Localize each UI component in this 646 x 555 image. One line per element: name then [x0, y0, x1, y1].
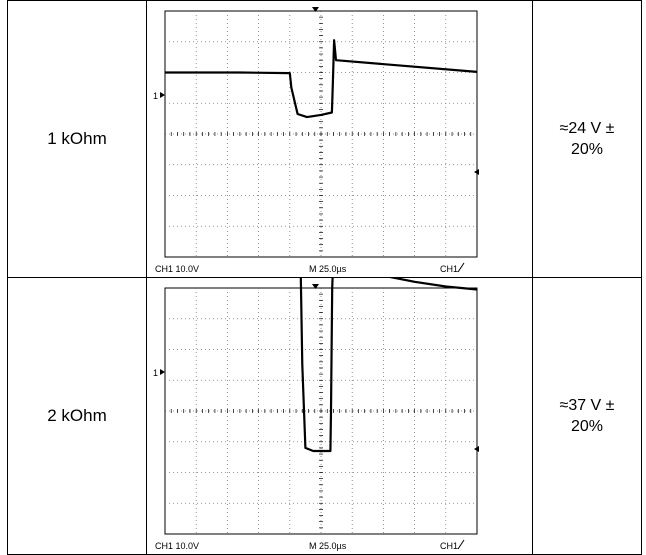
- oscilloscope-screen: 1 CH1 10.0V M 25.0µs CH1: [153, 278, 479, 551]
- trigger-slope-icon: [457, 262, 465, 273]
- voltage-cell: ≈24 V ± 20%: [532, 0, 642, 278]
- voltage-tolerance: 20%: [570, 141, 604, 158]
- resistance-cell: 1 kOhm: [7, 0, 147, 278]
- trigger-slope-icon: [457, 539, 465, 550]
- oscilloscope-screen: 1 CH1 10.0V M 25.0µs CH1: [153, 7, 479, 274]
- resistance-label: 2 kOhm: [47, 406, 107, 425]
- timebase-label: M 25.0µs: [309, 264, 347, 274]
- table-row: 1 kOhm 1 CH1 10.0V M 25.0µs CH1 ≈24 V ± …: [7, 0, 642, 278]
- channel-marker-icon: [160, 92, 165, 98]
- waveform-trace: [165, 39, 478, 119]
- trigger-position-icon: [312, 7, 319, 12]
- oscilloscope-cell: 1 CH1 10.0V M 25.0µs CH1: [146, 277, 533, 555]
- oscilloscope-cell: 1 CH1 10.0V M 25.0µs CH1: [146, 0, 533, 278]
- table-row: 2 kOhm 1 CH1 10.0V M 25.0µs CH1 ≈37 V ± …: [7, 277, 642, 555]
- trigger-source-label: CH1: [440, 541, 458, 551]
- resistance-cell: 2 kOhm: [7, 277, 147, 555]
- voltage-value: ≈24 V ±: [559, 120, 615, 137]
- trigger-level-icon: [474, 169, 479, 175]
- graticule: [164, 287, 478, 535]
- voltage-tolerance: 20%: [570, 418, 604, 435]
- channel-marker-icon: [160, 369, 165, 375]
- trigger-position-icon: [312, 284, 319, 289]
- channel-marker: 1: [153, 91, 158, 101]
- channel-scale-label: CH1 10.0V: [155, 541, 199, 551]
- resistance-label: 1 kOhm: [47, 129, 107, 148]
- trigger-source-label: CH1: [440, 264, 458, 274]
- waveform-trace: [299, 278, 478, 453]
- voltage-cell: ≈37 V ± 20%: [532, 277, 642, 555]
- comparison-table: 1 kOhm 1 CH1 10.0V M 25.0µs CH1 ≈24 V ± …: [7, 0, 642, 555]
- trigger-level-icon: [474, 446, 479, 452]
- voltage-value: ≈37 V ±: [559, 397, 615, 414]
- graticule: [164, 10, 478, 258]
- channel-marker: 1: [153, 368, 158, 378]
- timebase-label: M 25.0µs: [309, 541, 347, 551]
- channel-scale-label: CH1 10.0V: [155, 264, 199, 274]
